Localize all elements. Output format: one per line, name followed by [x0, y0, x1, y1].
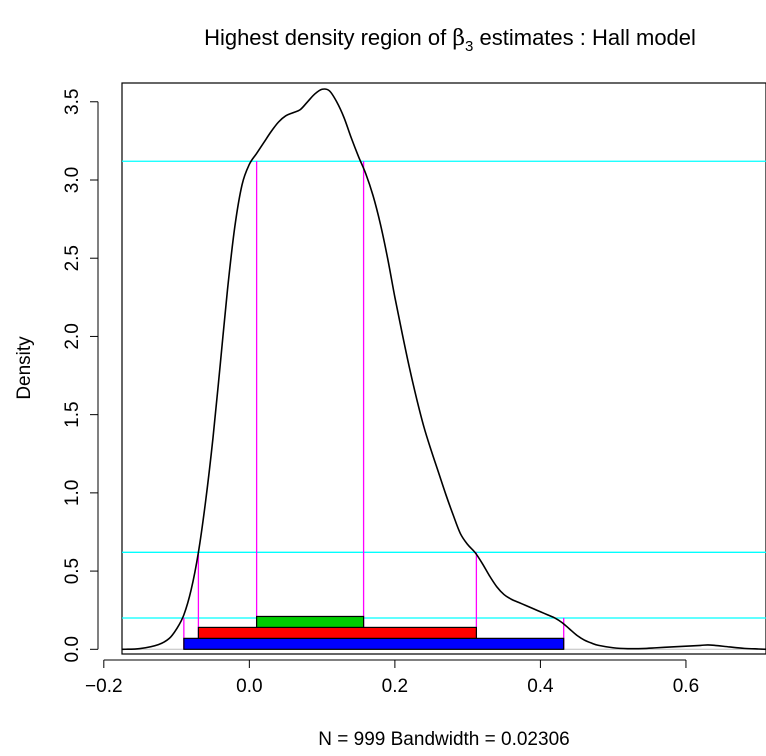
y-tick-label-3: 1.5	[62, 401, 83, 427]
y-tick-label-0: 0.0	[62, 636, 83, 662]
hdr-level-lines	[122, 160, 766, 619]
chart-title-beta: β	[452, 26, 465, 51]
y-tick-label-6: 3.0	[62, 167, 83, 193]
hdr-boundary-lines	[183, 161, 565, 650]
y-axis-label: Density	[14, 336, 35, 400]
x-axis: −0.2 0.0 0.2 0.4 0.6	[85, 659, 699, 697]
y-axis: 0.0 0.5 1.0 1.5 2.0 2.5 3.0 3.5	[62, 89, 99, 663]
x-tick-label-1: 0.0	[236, 676, 262, 697]
x-axis-label: N = 999 Bandwidth = 0.02306	[318, 729, 569, 750]
y-tick-label-2: 1.0	[62, 480, 83, 506]
density-curve	[121, 88, 766, 651]
y-tick-label-7: 3.5	[62, 89, 83, 115]
hdr-region-bars	[183, 615, 565, 650]
y-tick-label-5: 2.5	[62, 245, 83, 271]
chart-title-rest: estimates : Hall model	[473, 25, 696, 50]
hdr-region-bar-0	[183, 637, 565, 650]
x-tick-label-2: 0.2	[382, 676, 408, 697]
x-tick-label-4: 0.6	[673, 676, 699, 697]
y-tick-label-4: 2.0	[62, 323, 83, 349]
hdr-region-bar-1	[197, 626, 477, 639]
y-tick-label-1: 0.5	[62, 558, 83, 584]
chart-title-main: Highest density region of	[204, 25, 452, 50]
chart-title: Highest density region of β3 estimates :…	[204, 25, 696, 55]
x-tick-label-0: −0.2	[85, 676, 123, 697]
chart-title-subscript: 3	[465, 38, 473, 55]
plot-frame	[121, 82, 766, 655]
x-tick-label-3: 0.4	[527, 676, 554, 697]
hdr-region-bar-2	[256, 615, 365, 629]
